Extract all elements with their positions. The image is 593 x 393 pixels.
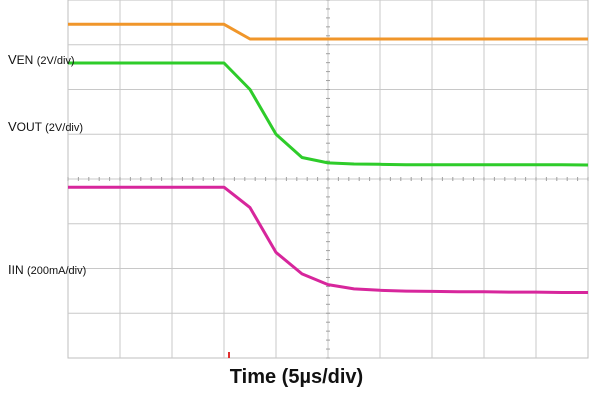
traces [68, 22, 589, 294]
trace-iin [68, 185, 588, 294]
label-vout: VOUT (2V/div) [8, 119, 84, 134]
grid [67, 0, 589, 359]
label-iin: IIN (200mA/div) [8, 262, 87, 277]
trace-ven [68, 22, 588, 41]
x-axis-label: Time (5µs/div) [229, 366, 364, 388]
label-ven: VEN (2V/div) [8, 52, 75, 67]
trace-vout [68, 61, 589, 167]
